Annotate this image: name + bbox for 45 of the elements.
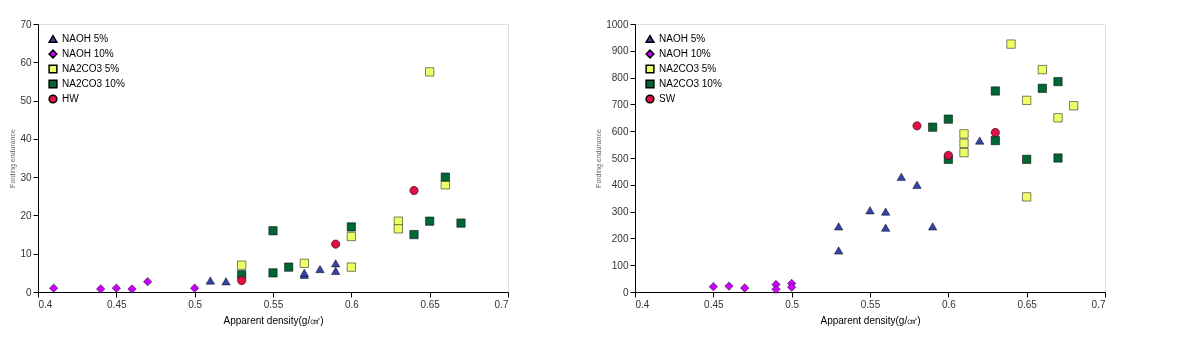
y-tick-label: 30 [20,171,32,183]
y-tick-label: 50 [20,95,32,107]
y-tick-label: 600 [611,125,629,137]
y-tick-label: 20 [20,209,32,221]
y-tick-label: 900 [611,45,629,57]
x-tick-label: 0.6 [941,298,957,310]
x-tick-label: 0.5 [188,298,203,310]
legend-label: SW [659,93,676,104]
y-tick-label: 500 [611,152,629,164]
y-tick-label: 400 [611,179,629,191]
y-tick-label: 700 [611,98,629,110]
x-tick-label: 0.65 [420,298,441,310]
legend-label: NA2CO3 10% [659,78,722,89]
y-tick-label: 40 [20,133,32,145]
x-tick-label: 0.4 [38,298,53,310]
legend-label: HW [62,93,80,104]
x-tick-label: 0.55 [263,298,284,310]
x-tick-label: 0.55 [860,298,881,310]
legend-label: NAOH 5% [62,33,109,44]
y-tick-label: 70 [20,18,32,30]
x-tick-label: 0.5 [785,298,800,310]
legend-label: NAOH 10% [62,48,114,59]
legend-label: NA2CO3 10% [62,78,125,89]
x-tick-label: 0.65 [1017,298,1038,310]
x-tick-label: 0.6 [344,298,360,310]
x-tick-label: 0.7 [494,298,509,310]
legend-label: NA2CO3 5% [62,63,120,74]
x-tick-label: 0.7 [1091,298,1106,310]
legend-label: NAOH 10% [659,48,711,59]
y-tick-label: 800 [611,72,629,84]
y-tick-label: 200 [611,232,629,244]
y-tick-label: 60 [20,56,32,68]
x-axis-title: Apparent density(g/㎤) [223,314,324,326]
y-tick-label: 100 [611,259,629,271]
x-tick-label: 0.45 [107,298,127,310]
x-tick-label: 0.4 [635,298,650,310]
y-tick-label: 10 [20,248,32,260]
legend-label: NA2CO3 5% [659,63,717,74]
x-axis-title: Apparent density(g/㎤) [820,314,921,326]
x-tick-label: 0.45 [704,298,724,310]
y-tick-label: 1000 [606,18,629,30]
y-tick-label: 0 [25,286,32,298]
y-tick-label: 0 [622,286,629,298]
legend-label: NAOH 5% [659,33,706,44]
y-tick-label: 300 [611,206,629,218]
